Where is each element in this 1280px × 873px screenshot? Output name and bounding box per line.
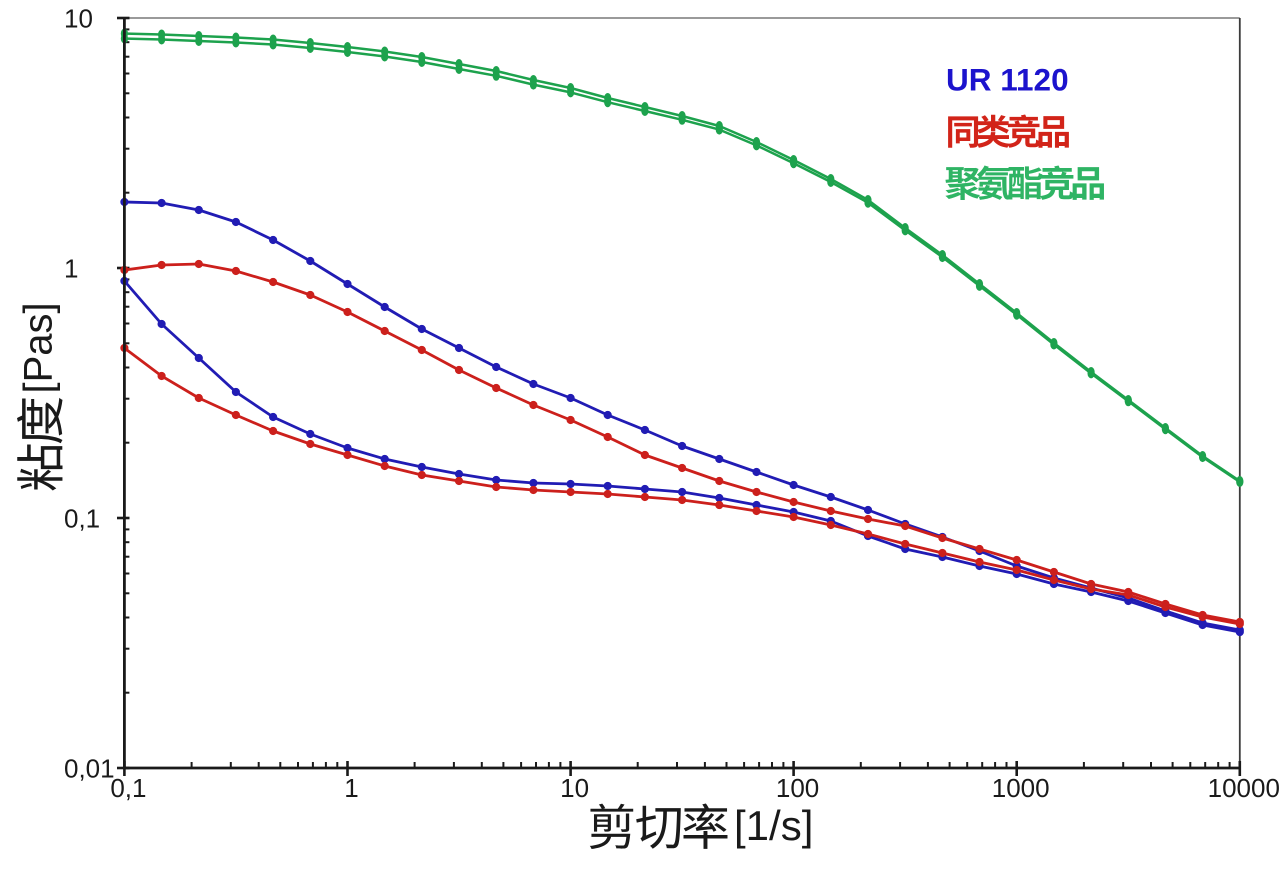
svg-text:0,1: 0,1 [110, 773, 146, 803]
svg-text:1000: 1000 [992, 773, 1050, 803]
svg-text:1: 1 [344, 773, 358, 803]
svg-text:10: 10 [560, 773, 589, 803]
svg-text:0,1: 0,1 [64, 503, 100, 533]
svg-text:1: 1 [64, 253, 78, 283]
svg-text:0,01: 0,01 [64, 753, 115, 783]
svg-text:10: 10 [64, 3, 93, 33]
svg-text:UR 1120: UR 1120 [946, 62, 1069, 98]
svg-text:10000: 10000 [1208, 773, 1280, 803]
svg-text:100: 100 [776, 773, 819, 803]
svg-text:[1/s]: [1/s] [734, 802, 813, 849]
svg-text:[Pas]: [Pas] [17, 302, 61, 393]
